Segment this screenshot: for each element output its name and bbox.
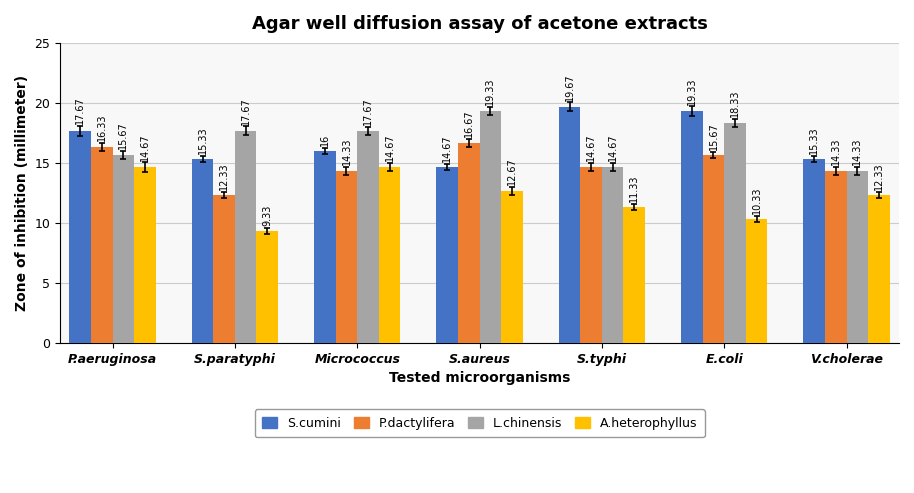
Bar (69, 131, 91, 343)
Text: 9.33: 9.33 (262, 205, 272, 226)
Legend: S.cumini, P.dactylifera, L.chinensis, A.heterophyllus: S.cumini, P.dactylifera, L.chinensis, A.… (255, 410, 705, 437)
Bar (501, 191, 523, 343)
Bar (378, 167, 400, 343)
Bar (623, 207, 645, 343)
Text: 12.33: 12.33 (219, 163, 229, 190)
Text: 17.67: 17.67 (363, 98, 373, 125)
Text: 16.67: 16.67 (463, 109, 473, 137)
Text: 10.33: 10.33 (751, 187, 761, 214)
Text: 14.67: 14.67 (586, 134, 596, 161)
Bar (335, 171, 357, 343)
Bar (602, 167, 623, 343)
Text: 11.33: 11.33 (629, 175, 639, 202)
Text: 15.67: 15.67 (708, 122, 718, 150)
Text: 15.33: 15.33 (197, 127, 207, 154)
Bar (91, 147, 112, 343)
Bar (357, 131, 378, 343)
Text: 15.33: 15.33 (809, 127, 819, 154)
Text: 19.33: 19.33 (687, 77, 696, 105)
Title: Agar well diffusion assay of acetone extracts: Agar well diffusion assay of acetone ext… (251, 15, 707, 33)
Bar (868, 195, 889, 343)
Text: 14.33: 14.33 (831, 138, 841, 166)
Bar (558, 107, 580, 343)
X-axis label: Tested microorganisms: Tested microorganisms (388, 371, 570, 386)
Text: 14.67: 14.67 (140, 133, 150, 161)
Text: 14.67: 14.67 (442, 135, 452, 162)
Bar (458, 143, 480, 343)
Bar (257, 231, 278, 343)
Bar (314, 151, 335, 343)
Text: 19.67: 19.67 (565, 73, 575, 101)
Text: 17.67: 17.67 (240, 97, 250, 125)
Bar (580, 167, 602, 343)
Text: 14.33: 14.33 (342, 138, 352, 166)
Text: 17.67: 17.67 (75, 96, 85, 124)
Text: 12.33: 12.33 (874, 163, 884, 190)
Bar (134, 167, 155, 343)
Bar (235, 131, 257, 343)
Bar (803, 159, 825, 343)
Bar (681, 111, 703, 343)
Text: 19.33: 19.33 (485, 78, 495, 106)
Bar (480, 111, 501, 343)
Bar (846, 171, 868, 343)
Bar (192, 159, 213, 343)
Bar (746, 219, 768, 343)
Text: 18.33: 18.33 (730, 90, 740, 117)
Bar (724, 123, 746, 343)
Text: 16.33: 16.33 (97, 114, 107, 141)
Y-axis label: Zone of inhibition (millimeter): Zone of inhibition (millimeter) (15, 75, 29, 311)
Bar (703, 155, 724, 343)
Bar (213, 195, 235, 343)
Text: 14.67: 14.67 (385, 134, 395, 161)
Text: 14.67: 14.67 (608, 134, 618, 161)
Bar (825, 171, 846, 343)
Bar (112, 155, 134, 343)
Bar (437, 167, 458, 343)
Text: 16: 16 (320, 134, 330, 146)
Text: 15.67: 15.67 (118, 122, 128, 149)
Text: 12.67: 12.67 (507, 158, 517, 185)
Text: 14.33: 14.33 (853, 138, 862, 166)
